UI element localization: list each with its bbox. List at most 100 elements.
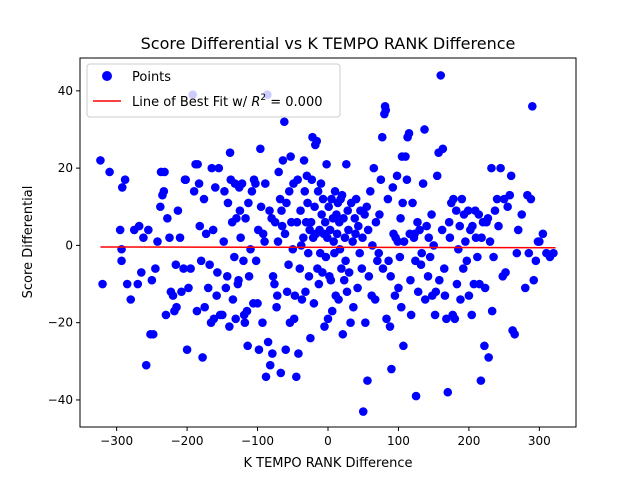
- data-point: [394, 283, 403, 293]
- data-point: [332, 229, 342, 239]
- data-point: [455, 221, 465, 231]
- data-point: [416, 260, 426, 270]
- data-point: [438, 144, 448, 154]
- data-point: [348, 237, 357, 246]
- data-point: [313, 187, 323, 196]
- data-point: [213, 268, 222, 277]
- data-point: [360, 210, 369, 219]
- data-point: [168, 291, 178, 300]
- data-point: [210, 183, 220, 192]
- data-point: [425, 252, 435, 262]
- data-point: [467, 310, 477, 320]
- y-tick-label: 40: [58, 84, 73, 98]
- data-point: [512, 248, 522, 258]
- data-point: [137, 268, 146, 277]
- data-point: [464, 291, 474, 300]
- data-point: [316, 179, 326, 188]
- data-point: [198, 353, 207, 362]
- data-point: [231, 314, 240, 324]
- data-point: [179, 264, 188, 273]
- data-point: [411, 391, 421, 401]
- data-point: [272, 291, 282, 300]
- data-point: [386, 272, 396, 281]
- data-point: [375, 210, 384, 219]
- data-point: [362, 202, 372, 212]
- data-point: [254, 345, 264, 355]
- data-point: [526, 194, 536, 204]
- data-point: [212, 291, 221, 300]
- data-point: [364, 272, 374, 281]
- y-axis-label: Score Differential: [21, 186, 36, 299]
- data-point: [240, 318, 250, 327]
- data-point: [413, 217, 422, 227]
- data-point: [344, 268, 354, 277]
- data-point: [282, 287, 292, 297]
- data-point: [513, 225, 523, 235]
- data-point: [344, 225, 353, 235]
- x-axis-ticks: −300 −200 −100 0 100 200 300: [100, 427, 551, 448]
- data-point: [378, 264, 388, 273]
- data-point: [310, 202, 319, 212]
- data-point: [351, 229, 360, 239]
- data-point: [458, 264, 468, 273]
- data-point: [235, 206, 245, 215]
- data-point: [323, 314, 333, 324]
- data-point: [297, 295, 307, 304]
- data-point: [468, 221, 477, 231]
- x-tick-label: 200: [457, 434, 480, 448]
- data-point: [194, 179, 204, 188]
- data-point: [134, 221, 144, 231]
- data-point: [251, 256, 261, 266]
- data-point: [358, 407, 368, 416]
- data-point: [192, 306, 202, 316]
- data-point: [483, 214, 493, 223]
- data-point: [353, 283, 362, 293]
- data-point: [105, 167, 114, 177]
- data-point: [265, 206, 274, 215]
- data-point: [420, 125, 429, 134]
- data-point: [382, 314, 391, 324]
- data-point: [247, 187, 257, 196]
- data-point: [242, 306, 252, 316]
- data-point: [237, 179, 247, 188]
- data-point: [377, 132, 387, 142]
- data-point: [321, 252, 331, 262]
- data-point: [147, 275, 157, 285]
- data-point: [477, 233, 486, 242]
- data-point: [349, 302, 358, 312]
- data-point: [449, 194, 458, 204]
- data-point: [376, 175, 386, 185]
- data-point: [402, 175, 412, 185]
- data-point: [524, 248, 534, 258]
- data-point: [485, 237, 495, 246]
- data-point: [303, 198, 312, 208]
- data-point: [317, 210, 326, 219]
- data-point: [517, 210, 527, 219]
- data-point: [437, 225, 447, 235]
- data-point: [338, 329, 348, 339]
- data-point: [284, 187, 294, 196]
- data-point: [432, 171, 442, 181]
- data-point: [327, 194, 336, 204]
- data-point: [393, 237, 403, 246]
- data-point: [322, 159, 331, 169]
- data-point: [351, 194, 361, 204]
- data-point: [357, 264, 367, 273]
- data-point: [272, 302, 281, 312]
- data-point: [294, 349, 303, 358]
- data-point: [117, 256, 126, 266]
- data-point: [318, 268, 327, 277]
- data-point: [505, 190, 515, 200]
- y-tick-label: −20: [48, 316, 73, 330]
- data-point: [161, 310, 171, 320]
- data-point: [318, 194, 328, 204]
- data-point: [244, 272, 254, 281]
- legend-fit-suffix: = 0.000: [266, 95, 322, 110]
- data-point: [299, 233, 308, 242]
- data-point: [415, 225, 424, 235]
- data-point: [549, 248, 558, 258]
- data-point: [355, 248, 365, 258]
- data-point: [263, 337, 273, 347]
- data-point: [209, 314, 219, 324]
